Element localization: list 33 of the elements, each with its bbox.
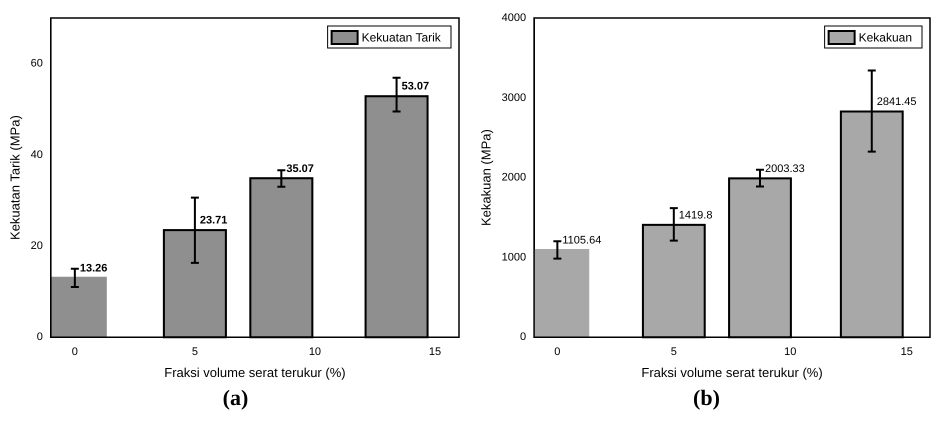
x-tick-label: 15 [428, 346, 442, 358]
x-tick-label: 5 [192, 346, 198, 358]
data-label: 1105.64 [562, 234, 602, 246]
y-tick-label: 20 [30, 240, 43, 252]
data-label: 23.71 [200, 214, 228, 227]
y-tick-label: 60 [30, 58, 43, 70]
x-tick-label: 0 [72, 346, 78, 358]
y-tick-label: 0 [36, 331, 43, 344]
data-label: 1419.8 [678, 209, 712, 222]
data-label: 2841.45 [876, 96, 917, 108]
legend-label: Kekuatan Tarik [362, 30, 442, 44]
data-label: 2003.33 [764, 162, 805, 175]
y-tick-label: 2000 [502, 172, 526, 184]
x-tick-label: 0 [554, 346, 560, 358]
y-tick-label: 40 [30, 148, 43, 161]
legend-label: Kekakuan [858, 30, 912, 44]
x-axis-title: Fraksi volume serat terukur (%) [641, 364, 823, 380]
y-tick-label: 3000 [502, 92, 526, 104]
x-tick-label: 5 [670, 346, 677, 358]
y-tick-label: 1000 [502, 251, 526, 264]
text: (a) [222, 385, 248, 411]
x-axis-title: Fraksi volume serat terukur (%) [164, 364, 346, 380]
data-label: 53.07 [402, 80, 430, 93]
y-axis-title: Kekuatan Tarik (MPa) [7, 115, 22, 240]
text: (b) [693, 385, 720, 411]
y-axis-title: Kekakuan (MPa) [478, 129, 494, 226]
y-tick-label: 0 [520, 331, 526, 344]
data-label: 13.26 [80, 262, 108, 274]
x-tick-label: 15 [900, 346, 913, 358]
y-tick-label: 4000 [502, 12, 526, 24]
data-label: 35.07 [286, 162, 314, 175]
x-tick-label: 10 [784, 346, 796, 358]
x-tick-label: 10 [308, 346, 322, 358]
